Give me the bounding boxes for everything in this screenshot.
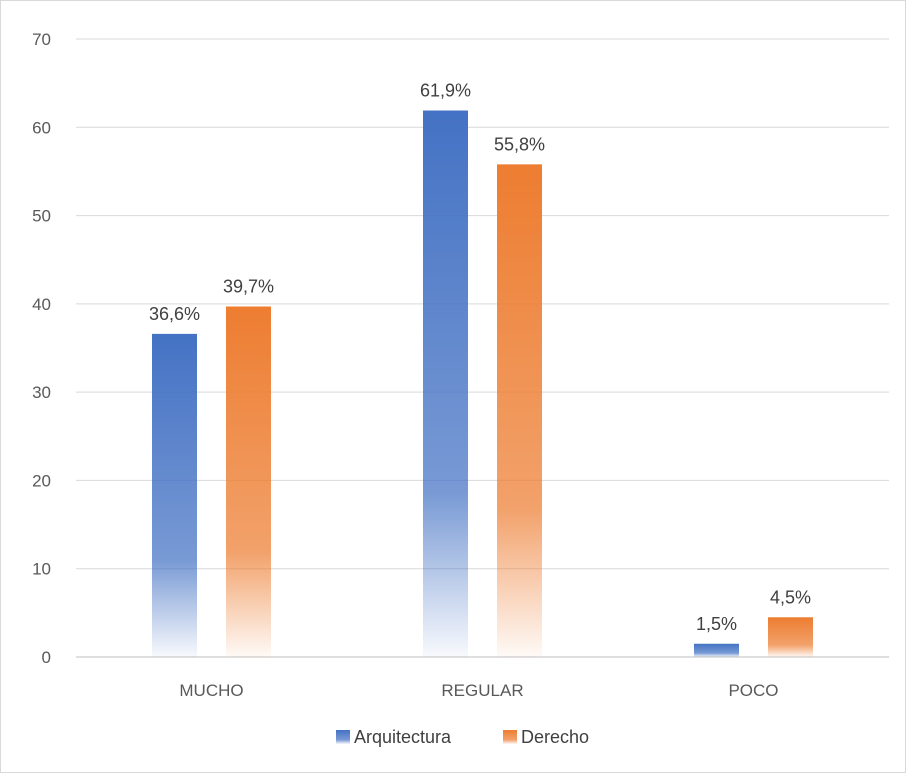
y-tick-label: 20 — [32, 471, 51, 490]
bar-derecho-regular — [497, 164, 542, 657]
x-category-label: REGULAR — [441, 681, 523, 700]
y-tick-label: 50 — [32, 207, 51, 226]
data-labels: 36,6% 39,7% 61,9% 55,8% 1,5% 4,5% — [149, 81, 811, 634]
legend-swatch-arquitectura — [336, 730, 350, 744]
y-tick-label: 40 — [32, 295, 51, 314]
data-label: 4,5% — [770, 587, 811, 607]
x-axis: MUCHO REGULAR POCO — [179, 681, 778, 700]
data-label: 39,7% — [223, 277, 274, 297]
legend-label-derecho: Derecho — [521, 727, 589, 747]
gridlines — [76, 38, 889, 658]
y-axis: 0 10 20 30 40 50 60 70 — [32, 30, 51, 667]
bar-arquitectura-regular — [423, 110, 468, 658]
x-category-label: POCO — [728, 681, 778, 700]
data-label: 55,8% — [494, 134, 545, 154]
y-tick-label: 70 — [32, 30, 51, 49]
bar-derecho-mucho — [226, 306, 271, 657]
bar-derecho-poco — [768, 617, 813, 657]
y-tick-label: 10 — [32, 560, 51, 579]
legend: Arquitectura Derecho — [336, 727, 589, 747]
data-label: 61,9% — [420, 81, 471, 101]
bar-arquitectura-mucho — [152, 333, 197, 657]
data-label: 1,5% — [696, 614, 737, 634]
bar-arquitectura-poco — [694, 643, 739, 657]
data-label: 36,6% — [149, 304, 200, 324]
y-tick-label: 60 — [32, 118, 51, 137]
y-tick-label: 0 — [42, 648, 51, 667]
legend-swatch-derecho — [503, 730, 517, 744]
bars — [152, 110, 813, 658]
legend-label-arquitectura: Arquitectura — [354, 727, 452, 747]
y-tick-label: 30 — [32, 383, 51, 402]
x-category-label: MUCHO — [179, 681, 243, 700]
